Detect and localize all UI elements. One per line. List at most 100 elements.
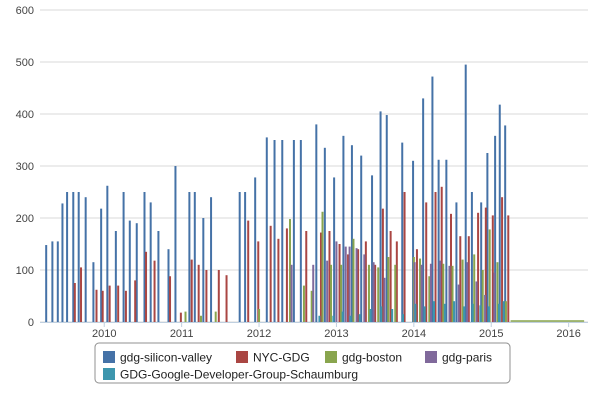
bar[interactable] — [367, 264, 370, 322]
bar[interactable] — [338, 244, 341, 322]
bar[interactable] — [257, 241, 260, 322]
bar[interactable] — [299, 140, 302, 322]
bar[interactable] — [100, 208, 103, 322]
bar[interactable] — [451, 265, 454, 322]
bar[interactable] — [501, 197, 504, 322]
bar[interactable] — [56, 241, 59, 322]
bar[interactable] — [360, 155, 363, 322]
bar[interactable] — [470, 192, 473, 322]
bar[interactable] — [332, 315, 335, 322]
bar[interactable] — [450, 213, 452, 322]
bar[interactable] — [73, 283, 76, 322]
bar[interactable] — [493, 272, 496, 322]
bar[interactable] — [84, 197, 87, 322]
bar[interactable] — [379, 111, 382, 323]
bar[interactable] — [389, 231, 392, 322]
bar[interactable] — [480, 202, 483, 322]
bar[interactable] — [333, 177, 336, 322]
bar[interactable] — [415, 249, 418, 322]
bar[interactable] — [202, 218, 205, 322]
bar[interactable] — [289, 219, 292, 322]
bar[interactable] — [210, 197, 213, 322]
bar[interactable] — [466, 262, 469, 322]
bar[interactable] — [445, 159, 448, 322]
bar[interactable] — [114, 231, 117, 322]
bar[interactable] — [463, 306, 466, 322]
bar[interactable] — [443, 303, 446, 322]
bar[interactable] — [413, 262, 416, 322]
bar[interactable] — [401, 142, 404, 322]
bar[interactable] — [355, 248, 358, 322]
bar[interactable] — [484, 294, 487, 322]
bar[interactable] — [124, 290, 127, 322]
bar[interactable] — [437, 159, 440, 322]
bar[interactable] — [502, 301, 505, 322]
bar[interactable] — [403, 192, 406, 322]
bar[interactable] — [374, 264, 377, 322]
bar[interactable] — [448, 265, 451, 322]
bar[interactable] — [174, 166, 177, 322]
bar[interactable] — [491, 215, 494, 322]
bar[interactable] — [269, 225, 272, 322]
bar[interactable] — [335, 241, 338, 322]
bar[interactable] — [312, 264, 315, 322]
bar[interactable] — [277, 238, 280, 322]
bar[interactable] — [92, 262, 95, 322]
bar[interactable] — [134, 280, 137, 322]
bar[interactable] — [453, 301, 456, 322]
bar[interactable] — [153, 260, 156, 322]
bar[interactable] — [80, 267, 83, 322]
bar[interactable] — [391, 309, 394, 322]
bar[interactable] — [72, 192, 75, 322]
bar[interactable] — [169, 276, 172, 322]
bar[interactable] — [193, 192, 196, 322]
bar[interactable] — [358, 314, 361, 322]
bar[interactable] — [414, 303, 417, 322]
bar[interactable] — [117, 285, 120, 322]
bar[interactable] — [395, 241, 398, 322]
bar[interactable] — [484, 207, 487, 322]
bar[interactable] — [380, 306, 383, 322]
legend-item[interactable]: gdg-boston — [325, 351, 402, 365]
bar[interactable] — [473, 254, 476, 322]
bar[interactable] — [290, 264, 293, 322]
legend-item[interactable]: NYC-GDG — [236, 351, 310, 365]
bar[interactable] — [464, 64, 467, 322]
bar[interactable] — [101, 290, 104, 322]
bar[interactable] — [471, 303, 474, 322]
bar[interactable] — [51, 241, 54, 322]
bar[interactable] — [429, 263, 432, 322]
bar[interactable] — [340, 264, 343, 322]
bar[interactable] — [428, 276, 431, 322]
bar[interactable] — [364, 241, 367, 322]
bar[interactable] — [143, 192, 146, 322]
bar[interactable] — [459, 236, 462, 322]
bar[interactable] — [394, 264, 397, 322]
bar[interactable] — [77, 192, 80, 322]
bar[interactable] — [145, 251, 148, 322]
bar[interactable] — [258, 309, 261, 322]
bar[interactable] — [302, 285, 305, 322]
bar[interactable] — [323, 147, 326, 322]
bar[interactable] — [106, 185, 109, 322]
bar[interactable] — [383, 277, 386, 322]
bar[interactable] — [504, 125, 507, 322]
bar[interactable] — [434, 192, 437, 322]
bar[interactable] — [350, 145, 353, 322]
bar[interactable] — [244, 192, 247, 322]
bar[interactable] — [310, 290, 313, 322]
bar[interactable] — [357, 249, 360, 322]
bar[interactable] — [66, 192, 69, 322]
bar[interactable] — [487, 306, 490, 322]
bar[interactable] — [369, 309, 372, 322]
bar[interactable] — [179, 312, 182, 322]
bar[interactable] — [402, 314, 405, 322]
bar[interactable] — [61, 203, 64, 322]
bar[interactable] — [328, 231, 331, 322]
bar[interactable] — [341, 311, 344, 322]
bar[interactable] — [488, 229, 491, 322]
bar[interactable] — [265, 137, 268, 322]
bar[interactable] — [481, 270, 484, 322]
bar[interactable] — [412, 160, 415, 322]
bar[interactable] — [167, 249, 170, 322]
